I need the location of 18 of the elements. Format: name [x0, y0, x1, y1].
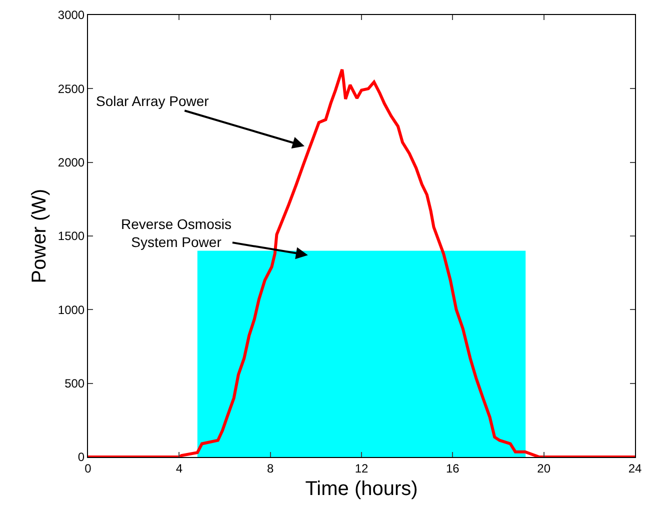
y-tick-label: 0	[78, 450, 85, 464]
x-tick-label: 4	[176, 461, 183, 476]
x-tick-label: 24	[628, 461, 642, 476]
x-tick-label: 12	[354, 461, 368, 476]
y-tick-label: 2500	[58, 82, 85, 96]
y-tick-label: 3000	[58, 8, 85, 22]
annotation: Reverse Osmosis System Power	[121, 216, 232, 250]
y-tick-label: 2000	[58, 156, 85, 170]
y-tick-label: 1000	[58, 302, 85, 317]
y-tick-label: 500	[64, 376, 85, 391]
x-tick-label: 16	[446, 461, 460, 476]
x-axis-title: Time (hours)	[305, 478, 418, 500]
line-series	[88, 68, 635, 457]
annotation: Solar Array Power	[96, 93, 210, 109]
x-tick-label: 8	[266, 461, 274, 476]
y-axis-title: Power (W)	[28, 188, 50, 284]
x-tick-label: 20	[537, 461, 551, 476]
y-tick-label: 1500	[58, 229, 85, 244]
